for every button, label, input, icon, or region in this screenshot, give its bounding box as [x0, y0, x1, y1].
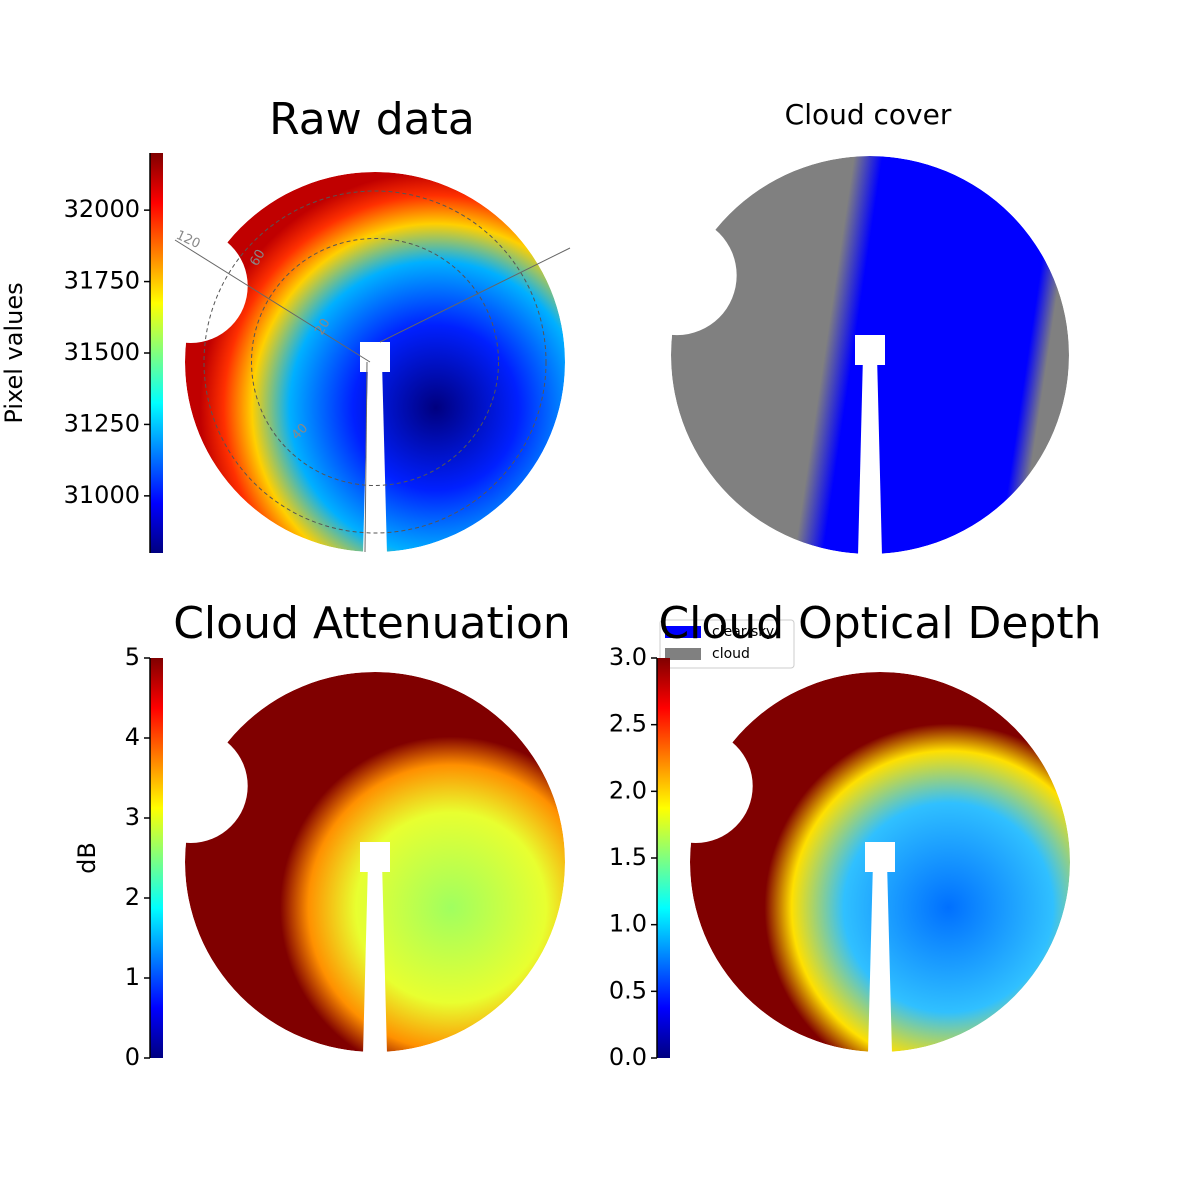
legend-swatch — [665, 648, 701, 660]
colorbar-tick-label: 3.0 — [609, 643, 647, 671]
mast — [363, 362, 387, 554]
polar-axis — [174, 239, 371, 363]
mast-head — [360, 342, 390, 372]
colorbar-tick-label: 1.5 — [609, 843, 647, 871]
colorbar — [657, 658, 670, 1058]
colorbar-tick-label: 31750 — [64, 267, 140, 295]
colorbar-tick-label: 2.0 — [609, 776, 647, 804]
colorbar-tick-label: 0 — [125, 1043, 140, 1071]
colorbar-tick-label: 1.0 — [609, 910, 647, 938]
mast-head — [855, 335, 885, 365]
colorbar-tick-label: 31000 — [64, 481, 140, 509]
colorbar-tick-label: 1 — [125, 963, 140, 991]
colorbar — [150, 658, 163, 1058]
legend-label: clear sky — [712, 624, 774, 640]
polar-axis — [364, 361, 368, 553]
mast — [868, 862, 892, 1054]
colorbar-tick-label: 32000 — [64, 195, 140, 223]
panel-title: Cloud cover — [785, 98, 952, 131]
mast-head — [360, 842, 390, 872]
colorbar-tick-label: 3 — [125, 803, 140, 831]
colorbar-label: Pixel values — [0, 282, 28, 423]
panel-title: Cloud Optical Depth — [658, 598, 1101, 649]
mast — [858, 355, 882, 556]
colorbar-tick-label: 31500 — [64, 338, 140, 366]
legend-swatch — [665, 626, 701, 638]
panel-title: Cloud Attenuation — [173, 598, 571, 649]
mast-head — [865, 842, 895, 872]
mast — [363, 862, 387, 1054]
colorbar-tick-label: 4 — [125, 723, 140, 751]
colorbar-tick-label: 0.5 — [609, 976, 647, 1004]
colorbar-tick-label: 2.5 — [609, 710, 647, 738]
colorbar-tick-label: 5 — [125, 643, 140, 671]
polar-label: 60 — [247, 247, 268, 269]
polar-axis — [379, 247, 571, 343]
legend-label: cloud — [712, 646, 750, 662]
colorbar-tick-label: 0.0 — [609, 1043, 647, 1071]
colorbar-label: dB — [73, 842, 101, 874]
polar-label: 20 — [312, 316, 333, 338]
colorbar-tick-label: 31250 — [64, 409, 140, 437]
polar-ring — [251, 238, 499, 486]
polar-ring — [203, 190, 547, 534]
panel-title: Raw data — [269, 94, 475, 145]
colorbar-tick-label: 2 — [125, 883, 140, 911]
colorbar — [150, 153, 163, 553]
